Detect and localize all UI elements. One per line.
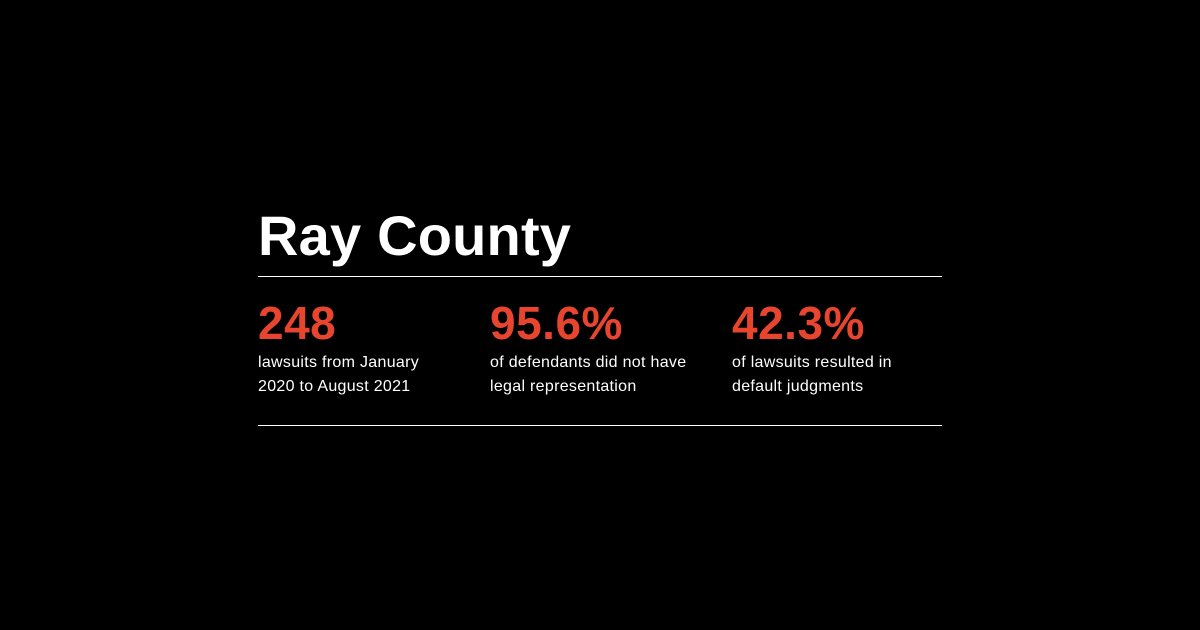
stat-description: lawsuits from January 2020 to August 202… bbox=[258, 351, 458, 399]
stats-row: 248 lawsuits from January 2020 to August… bbox=[258, 277, 942, 425]
stat-description-line: lawsuits from January bbox=[258, 354, 420, 371]
stat-value: 42.3% bbox=[732, 297, 865, 349]
stats-card: Ray County 248 lawsuits from January 202… bbox=[258, 200, 942, 426]
stat-description-line: of lawsuits resulted in bbox=[732, 354, 892, 371]
stat-description-line: default judgments bbox=[732, 378, 864, 395]
stat-no-representation: 95.6% of defendants did not have legal r… bbox=[490, 295, 720, 399]
stat-description-line: 2020 to August 2021 bbox=[258, 378, 411, 395]
stat-lawsuits: 248 lawsuits from January 2020 to August… bbox=[258, 295, 458, 399]
stat-default-judgments: 42.3% of lawsuits resulted in default ju… bbox=[732, 295, 942, 399]
stat-description: of lawsuits resulted in default judgment… bbox=[732, 351, 942, 399]
top-divider bbox=[258, 276, 942, 277]
stat-value: 95.6% bbox=[490, 297, 623, 349]
stat-value: 248 bbox=[258, 297, 337, 349]
stat-description: of defendants did not have legal represe… bbox=[490, 351, 720, 399]
stat-description-line: legal representation bbox=[490, 378, 637, 395]
stat-description-line: of defendants did not have bbox=[490, 354, 687, 371]
bottom-divider bbox=[258, 425, 942, 426]
county-title: Ray County bbox=[258, 204, 572, 267]
